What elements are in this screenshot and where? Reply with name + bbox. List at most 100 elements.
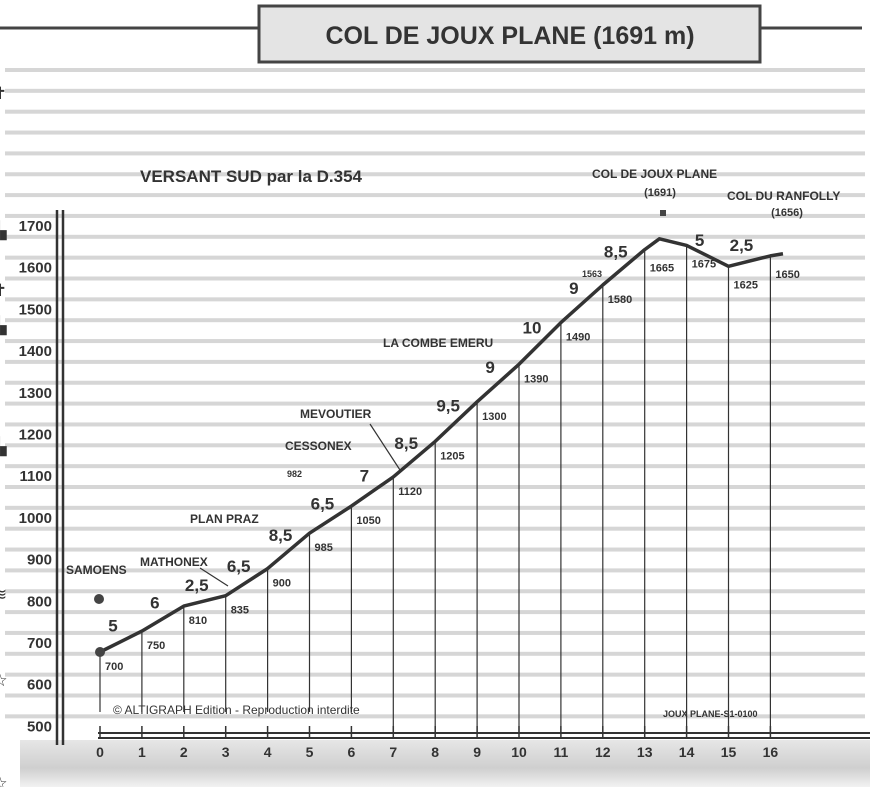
y-tick-label: 1200 xyxy=(19,427,52,444)
chart-subtitle: VERSANT SUD par la D.354 xyxy=(140,167,363,186)
altitude-label: 1300 xyxy=(482,411,506,423)
x-tick-label: 0 xyxy=(96,744,104,760)
altitude-label: 1625 xyxy=(734,279,758,291)
altitude-label: 1650 xyxy=(775,269,799,281)
place-name: COL DU RANFOLLY xyxy=(727,189,840,203)
church-icon: ✝ xyxy=(0,84,7,103)
y-tick-label: 1000 xyxy=(19,510,52,527)
gridline xyxy=(5,172,865,177)
x-tick-label: 3 xyxy=(222,744,230,760)
copyright: © ALTIGRAPH Edition - Reproduction inter… xyxy=(113,703,360,717)
x-tick-label: 8 xyxy=(431,744,439,760)
x-tick-label: 9 xyxy=(473,744,481,760)
star-icon: ☆ xyxy=(0,671,8,690)
x-tick-label: 1 xyxy=(138,744,146,760)
y-tick-label: 1300 xyxy=(19,385,52,402)
y-tick-label: 1600 xyxy=(19,260,52,277)
gradient-label: 2,5 xyxy=(185,576,209,595)
gridline xyxy=(5,213,865,218)
y-tick-label: 500 xyxy=(27,718,52,735)
place-name: COL DE JOUX PLANE xyxy=(592,167,717,181)
place-name: SAMOENS xyxy=(66,563,127,577)
y-tick-label: 1400 xyxy=(19,343,52,360)
gridline xyxy=(5,234,865,239)
altitude-label: 1050 xyxy=(356,515,380,527)
gradient-label: 8,5 xyxy=(269,526,293,545)
place-altitude: (1656) xyxy=(771,207,803,219)
bridge-icon: ≋ xyxy=(0,585,7,604)
house-icon: ▚ xyxy=(0,220,7,241)
church-dome-icon xyxy=(94,594,104,604)
gradient-label: 7 xyxy=(360,466,369,485)
place-altitude: 1563 xyxy=(582,269,602,279)
gridline xyxy=(5,151,865,156)
gradient-label: 9 xyxy=(569,279,578,298)
gradient-label: 5 xyxy=(108,617,117,636)
x-tick-label: 13 xyxy=(637,744,653,760)
start-point xyxy=(95,647,105,657)
gradient-label: 9 xyxy=(485,358,494,377)
y-tick-label: 900 xyxy=(27,552,52,569)
altitude-label: 835 xyxy=(231,605,249,617)
gridline xyxy=(5,130,865,135)
gridline xyxy=(5,88,865,93)
gradient-label: 6,5 xyxy=(227,557,251,576)
gradient-label: 8,5 xyxy=(604,242,628,261)
gridline xyxy=(5,68,865,72)
cross-icon: ✝ xyxy=(0,281,7,300)
altitude-label: 1580 xyxy=(608,294,632,306)
x-tick-label: 2 xyxy=(180,744,188,760)
gridline xyxy=(5,359,865,364)
gridline xyxy=(5,109,865,114)
x-tick-label: 16 xyxy=(763,744,779,760)
place-name: PLAN PRAZ xyxy=(190,512,259,526)
altitude-label: 1120 xyxy=(398,486,422,498)
gridline xyxy=(5,401,865,406)
x-tick-label: 11 xyxy=(553,744,568,760)
altitude-label: 1390 xyxy=(524,373,548,385)
x-tick-label: 15 xyxy=(721,744,737,760)
gradient-label: 9,5 xyxy=(436,397,460,416)
gradient-label: 6,5 xyxy=(311,495,335,514)
altitude-label: 1665 xyxy=(650,263,674,275)
gridline xyxy=(5,339,865,344)
gridline xyxy=(5,380,865,385)
place-name: MATHONEX xyxy=(140,555,208,569)
summit-marker-icon xyxy=(660,210,666,216)
title-box xyxy=(257,4,762,64)
gridline xyxy=(5,318,865,323)
x-tick-label: 4 xyxy=(264,744,272,760)
house-icon: ▚ xyxy=(0,436,7,457)
place-name: CESSONEX xyxy=(285,439,352,453)
altitude-label: 1205 xyxy=(440,450,464,462)
x-tick-label: 12 xyxy=(595,744,611,760)
gridline xyxy=(5,422,865,427)
gridline xyxy=(5,276,865,281)
place-name: LA COMBE EMERU xyxy=(383,336,493,350)
gradient-label: 10 xyxy=(522,318,541,337)
gridline xyxy=(5,193,865,198)
place-name: MEVOUTIER xyxy=(300,407,372,421)
page-title: COL DE JOUX PLANE (1691 m) xyxy=(325,22,694,50)
altitude-label: 810 xyxy=(189,615,207,627)
altitude-label: 700 xyxy=(105,661,123,673)
altitude-label: 900 xyxy=(273,578,291,590)
altitude-label: 750 xyxy=(147,640,165,652)
gridline xyxy=(5,297,865,302)
gradient-label: 2,5 xyxy=(730,236,754,255)
gradient-label: 6 xyxy=(150,594,159,613)
y-tick-label: 600 xyxy=(27,677,52,694)
place-altitude: (1691) xyxy=(644,187,676,199)
pointer-line xyxy=(369,423,401,471)
place-altitude: 982 xyxy=(287,469,302,479)
y-tick-label: 1500 xyxy=(19,301,52,318)
y-tick-label: 700 xyxy=(27,635,52,652)
altitude-label: 985 xyxy=(315,542,333,554)
x-tick-label: 5 xyxy=(306,744,314,760)
house-icon: ▚ xyxy=(0,315,7,336)
pointer-line xyxy=(199,567,229,587)
altitude-label: 1490 xyxy=(566,332,590,344)
bottom-band xyxy=(20,740,870,787)
gradient-label: 5 xyxy=(695,231,704,250)
